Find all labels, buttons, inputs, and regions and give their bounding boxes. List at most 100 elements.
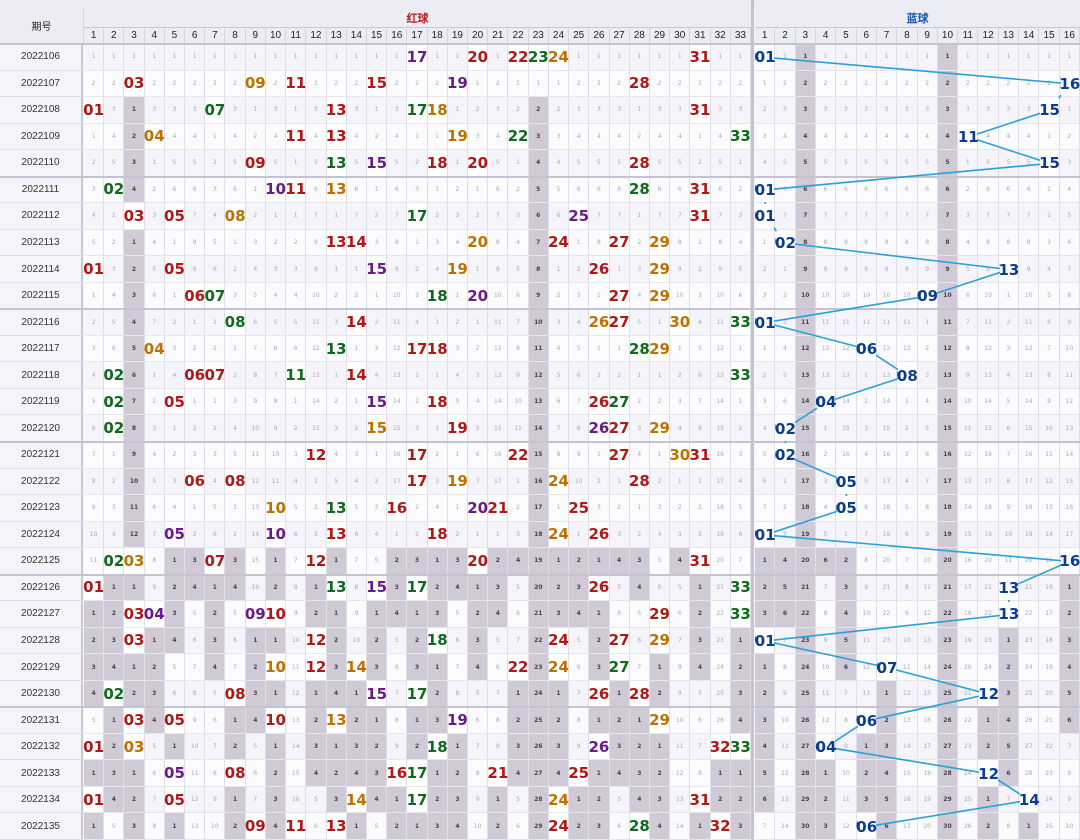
blue-ball-hit-label: 02 bbox=[775, 443, 796, 468]
red-ball-hit: 26 bbox=[588, 256, 610, 283]
red-ball-hit: 27 bbox=[609, 229, 630, 257]
red-miss-count: 6 bbox=[488, 176, 509, 204]
red-ball-hit: 07 bbox=[204, 282, 226, 310]
red-miss-count: 7 bbox=[730, 548, 751, 575]
blue-miss-count: 12 bbox=[836, 335, 857, 363]
blue-miss-count: 16 bbox=[836, 442, 857, 469]
blue-column-header: 7 bbox=[876, 28, 898, 44]
red-miss-count: 1 bbox=[225, 229, 246, 257]
red-miss-count: 2 bbox=[629, 123, 650, 151]
blue-miss-count: 10 bbox=[897, 282, 918, 310]
red-miss-count: 5 bbox=[589, 150, 610, 177]
red-miss-count: 4 bbox=[346, 468, 367, 496]
red-column-header: 22 bbox=[508, 28, 529, 44]
red-miss-count: 5 bbox=[690, 335, 711, 363]
blue-miss-count: 3 bbox=[917, 362, 938, 389]
blue-column-header: 16 bbox=[1059, 28, 1080, 44]
red-miss-count: 4 bbox=[164, 123, 186, 151]
red-miss-count: 1 bbox=[286, 97, 307, 124]
red-miss-count: 5 bbox=[508, 256, 529, 283]
red-column-header: 20 bbox=[468, 28, 489, 44]
red-miss-count: 3 bbox=[427, 813, 448, 840]
blue-miss-count: 2 bbox=[1059, 601, 1080, 628]
red-ball-hit: 02 bbox=[103, 388, 125, 416]
blue-miss-count: 8 bbox=[998, 468, 1020, 496]
red-miss-count: 1 bbox=[265, 203, 287, 230]
blue-miss-count: 5 bbox=[1059, 680, 1080, 708]
red-miss-count: 1 bbox=[104, 574, 125, 602]
blue-miss-count: 5 bbox=[775, 150, 796, 177]
blue-miss-count: 7 bbox=[856, 521, 877, 549]
red-miss-count: 4 bbox=[569, 123, 590, 151]
red-miss-count: 5 bbox=[447, 388, 469, 416]
red-miss-count: 10 bbox=[387, 282, 408, 310]
header-separator bbox=[0, 43, 1080, 45]
red-miss-count: 3 bbox=[104, 627, 125, 655]
red-ball-hit: 18 bbox=[427, 150, 448, 177]
red-ball-hit: 22 bbox=[508, 654, 529, 681]
red-miss-count: 4 bbox=[326, 680, 347, 708]
blue-miss-count: 5 bbox=[917, 415, 938, 442]
red-ball-hit: 33 bbox=[730, 574, 751, 602]
blue-miss-count: 11 bbox=[897, 654, 918, 681]
blue-miss-count: 9 bbox=[856, 574, 877, 602]
blue-miss-count: 6 bbox=[815, 176, 837, 204]
red-miss-count: 4 bbox=[649, 123, 671, 151]
red-miss-count: 1 bbox=[286, 44, 307, 71]
red-ball-hit: 28 bbox=[629, 813, 650, 840]
blue-miss-count: 3 bbox=[978, 97, 999, 124]
blue-column-header: 3 bbox=[795, 28, 816, 44]
red-miss-count: 27 bbox=[528, 760, 549, 787]
blue-ball-hit-label: 16 bbox=[1059, 71, 1080, 97]
red-column-header: 27 bbox=[609, 28, 630, 44]
red-miss-count: 7 bbox=[670, 627, 691, 655]
red-column-header: 25 bbox=[569, 28, 590, 44]
red-miss-count: 6 bbox=[690, 707, 711, 734]
blue-miss-count: 4 bbox=[1019, 123, 1040, 151]
blue-miss-count: 2 bbox=[856, 70, 877, 98]
red-ball-hit: 13 bbox=[326, 97, 347, 124]
blue-miss-count: 2 bbox=[1039, 70, 1060, 98]
red-miss-count: 3 bbox=[346, 733, 367, 761]
red-miss-count: 7 bbox=[609, 203, 630, 230]
red-column-header: 11 bbox=[286, 28, 307, 44]
blue-miss-count: 1 bbox=[795, 44, 816, 71]
red-miss-count: 1 bbox=[346, 388, 367, 416]
red-miss-count: 7 bbox=[144, 521, 165, 549]
red-miss-count: 4 bbox=[326, 442, 347, 469]
blue-miss-count: 8 bbox=[815, 601, 837, 628]
red-ball-hit: 02 bbox=[103, 362, 125, 389]
red-column-header: 2 bbox=[104, 28, 125, 44]
red-miss-count: 6 bbox=[508, 601, 529, 628]
red-miss-count: 1 bbox=[649, 362, 671, 389]
blue-miss-count: 2 bbox=[876, 70, 898, 98]
blue-miss-count: 13 bbox=[876, 362, 898, 389]
blue-miss-count: 4 bbox=[876, 760, 898, 787]
blue-miss-count: 6 bbox=[876, 813, 898, 840]
red-miss-count: 1 bbox=[185, 309, 206, 336]
red-miss-count: 5 bbox=[366, 548, 388, 575]
red-miss-count: 1 bbox=[144, 627, 165, 655]
red-miss-count: 1 bbox=[447, 150, 469, 177]
blue-miss-count: 13 bbox=[937, 362, 959, 389]
blue-miss-count: 6 bbox=[795, 176, 816, 204]
blue-miss-count: 2 bbox=[755, 574, 776, 602]
red-ball-hit: 17 bbox=[407, 335, 428, 363]
blue-miss-count: 10 bbox=[775, 707, 796, 734]
red-miss-count: 2 bbox=[589, 362, 610, 389]
blue-miss-count: 14 bbox=[775, 813, 796, 840]
blue-miss-count: 15 bbox=[836, 415, 857, 442]
blue-column-header: 8 bbox=[897, 28, 918, 44]
red-miss-count: 2 bbox=[104, 601, 125, 628]
red-miss-count: 2 bbox=[306, 707, 327, 734]
red-miss-count: 2 bbox=[225, 70, 246, 98]
red-miss-count: 4 bbox=[609, 548, 630, 575]
red-miss-count: 3 bbox=[670, 97, 691, 124]
red-miss-count: 10 bbox=[508, 388, 529, 416]
red-miss-count: 9 bbox=[124, 442, 145, 469]
blue-column-header: 4 bbox=[815, 28, 837, 44]
red-ball-hit: 27 bbox=[609, 282, 630, 310]
red-ball-hit: 18 bbox=[427, 335, 448, 363]
blue-miss-count: 2 bbox=[815, 442, 837, 469]
blue-miss-count: 12 bbox=[897, 680, 918, 708]
